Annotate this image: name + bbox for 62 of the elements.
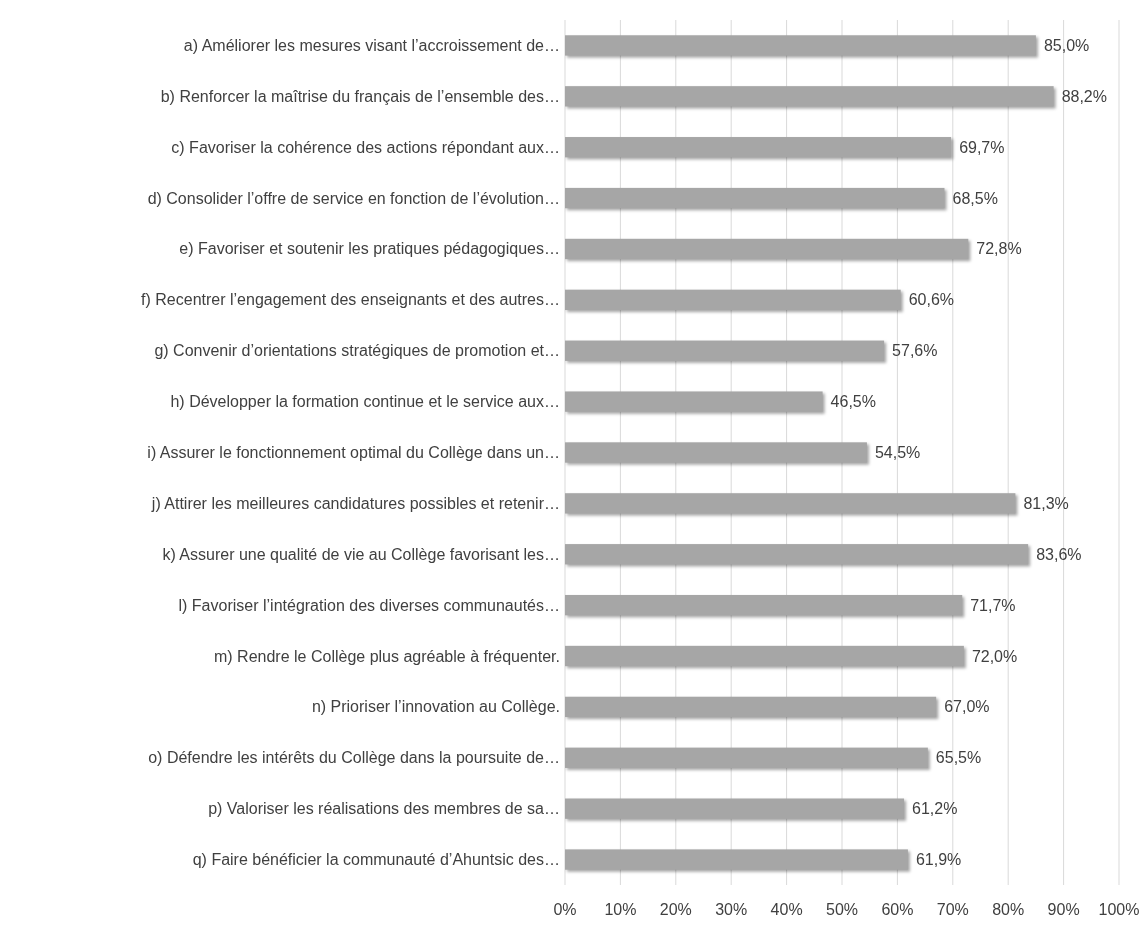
data-label: 88,2% <box>1061 87 1107 105</box>
x-tick-label: 10% <box>604 901 637 918</box>
x-tick-label: 100% <box>1098 901 1140 918</box>
y-tick-label: a) Améliorer les mesures visant l’accroissement de… <box>183 36 560 54</box>
data-label: 67,0% <box>944 698 990 716</box>
bar <box>565 391 823 412</box>
bar <box>565 849 908 870</box>
data-label: 65,5% <box>935 749 982 767</box>
bar <box>565 594 963 616</box>
y-tick-label: e) Favoriser et soutenir les pratiques pédagogiques… <box>179 240 560 258</box>
y-tick-label: b) Renforcer la maîtrise du français de l’ensemble des… <box>160 87 560 105</box>
x-tick-label: 60% <box>881 901 914 918</box>
x-tick-label: 50% <box>825 901 859 918</box>
bar <box>565 442 867 463</box>
bar <box>565 696 937 718</box>
y-tick-label: p) Valoriser les réalisations des membres de sa… <box>208 800 560 818</box>
bar <box>565 747 928 768</box>
y-tick-label: i) Assurer le fonctionnement optimal du Collège dans un… <box>147 444 560 461</box>
y-tick-label: l) Favoriser l’intégration des diverses communautés… <box>178 596 560 614</box>
y-tick-label: m) Rendre le Collège plus agréable à fréquenter. <box>214 647 560 665</box>
y-tick-label: k) Assurer une qualité de vie au Collège favorisant les… <box>162 545 560 563</box>
data-label: 61,9% <box>915 851 962 869</box>
bar <box>565 86 1054 107</box>
data-label: 72,0% <box>971 647 1018 665</box>
bar <box>565 544 1029 565</box>
x-tick-label: 80% <box>992 901 1025 918</box>
data-label: 46,5% <box>830 393 876 411</box>
y-tick-label: g) Convenir d’orientations stratégiques de promotion et… <box>154 342 560 360</box>
bar <box>565 187 945 209</box>
y-tick-label: c) Favoriser la cohérence des actions répondant aux… <box>171 138 560 156</box>
data-label: 60,6% <box>908 291 955 309</box>
data-label: 61,2% <box>912 800 958 818</box>
x-tick-label: 20% <box>659 901 692 918</box>
data-label: 83,6% <box>1036 545 1082 563</box>
y-tick-label: f) Recentrer l’engagement des enseignants et des autres… <box>141 291 560 309</box>
data-label: 72,8% <box>976 240 1022 258</box>
data-label: 68,5% <box>952 189 998 207</box>
x-tick-label: 70% <box>936 901 969 918</box>
x-tick-label: 90% <box>1047 901 1080 918</box>
data-label: 69,7% <box>959 138 1005 156</box>
y-tick-label: q) Faire bénéficier la communauté d’Ahuntsic des… <box>192 851 560 869</box>
bar <box>565 35 1036 56</box>
bar <box>565 493 1016 514</box>
data-label: 54,5% <box>874 444 921 461</box>
y-tick-label: h) Développer la formation continue et le service aux… <box>170 393 560 411</box>
data-label: 81,3% <box>1023 494 1069 512</box>
data-label: 57,6% <box>892 342 938 360</box>
x-tick-label: 0% <box>553 901 577 918</box>
x-tick-label: 30% <box>715 901 748 918</box>
y-tick-label: d) Consolider l’offre de service en fonction de l’évolution… <box>147 189 560 207</box>
bar <box>565 340 885 361</box>
bar <box>565 137 952 158</box>
bar <box>565 289 901 311</box>
bar <box>565 645 964 667</box>
y-tick-label: o) Défendre les intérêts du Collège dans la poursuite de… <box>148 749 560 767</box>
data-label: 71,7% <box>970 596 1016 614</box>
x-tick-label: 40% <box>770 901 803 918</box>
bar <box>565 798 905 819</box>
bar <box>565 238 969 260</box>
data-label: 85,0% <box>1043 36 1090 54</box>
y-tick-label: j) Attirer les meilleures candidatures possibles et retenir… <box>150 494 560 512</box>
y-tick-label: n) Prioriser l’innovation au Collège. <box>311 698 560 716</box>
